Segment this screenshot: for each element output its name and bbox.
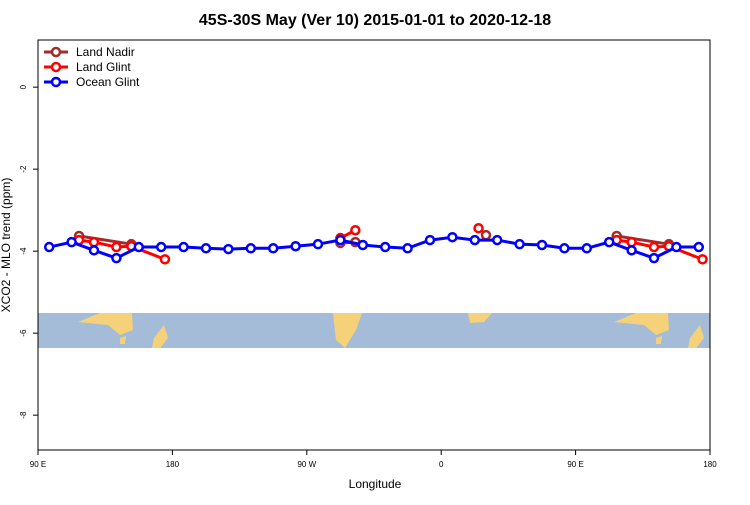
x-tick-label: 180 [703, 460, 717, 469]
x-axis-label: Longitude [349, 477, 402, 491]
legend-label: Land Nadir [76, 45, 135, 59]
point [88, 245, 100, 256]
legend-marker [50, 46, 62, 58]
point [350, 224, 361, 236]
point [491, 234, 503, 246]
point [697, 254, 708, 265]
point [402, 243, 413, 254]
point [267, 243, 279, 254]
point [312, 238, 324, 250]
point [536, 239, 548, 251]
point [648, 252, 660, 264]
point [133, 241, 145, 253]
point [223, 243, 234, 255]
point [581, 243, 593, 254]
point [514, 238, 525, 250]
point [111, 241, 122, 253]
point [693, 241, 705, 253]
chart-title: 45S-30S May (Ver 10) 2015-01-01 to 2020-… [199, 12, 551, 29]
x-tick-label: 0 [439, 460, 444, 469]
x-tick-label: 90 W [297, 460, 316, 469]
point [447, 231, 458, 243]
point [178, 241, 189, 253]
point [43, 241, 55, 253]
point [290, 240, 301, 252]
point [200, 243, 212, 254]
point [424, 234, 436, 246]
y-tick-label: -6 [19, 329, 28, 337]
y-tick-label: -8 [19, 411, 28, 419]
point [603, 236, 615, 248]
y-tick-label: -4 [19, 247, 28, 255]
legend-marker [50, 61, 62, 73]
legend-label: Ocean Glint [76, 75, 140, 89]
point [559, 243, 570, 254]
point [155, 241, 167, 253]
y-axis-label: XCO2 - MLO trend (ppm) [0, 178, 13, 313]
point [335, 234, 346, 246]
point [66, 236, 77, 248]
legend-label: Land Glint [76, 60, 131, 74]
y-tick-label: -2 [19, 165, 28, 173]
point [469, 234, 481, 246]
x-tick-label: 90 E [567, 460, 583, 469]
y-tick-label: 0 [19, 84, 28, 89]
point [648, 241, 660, 253]
point [245, 243, 257, 254]
legend-marker [50, 76, 62, 88]
plot-frame [37, 39, 711, 451]
series-line [48, 235, 699, 260]
point [626, 236, 637, 248]
x-tick-label: 90 E [30, 460, 46, 469]
point [473, 222, 484, 234]
point [159, 254, 171, 265]
point [379, 241, 391, 253]
point [480, 229, 492, 241]
point [671, 241, 682, 253]
point [111, 252, 122, 264]
map-band [38, 313, 710, 348]
point [357, 239, 369, 251]
point [88, 236, 100, 248]
point [626, 245, 637, 256]
series-line [78, 234, 670, 246]
x-tick-label: 180 [166, 460, 180, 469]
